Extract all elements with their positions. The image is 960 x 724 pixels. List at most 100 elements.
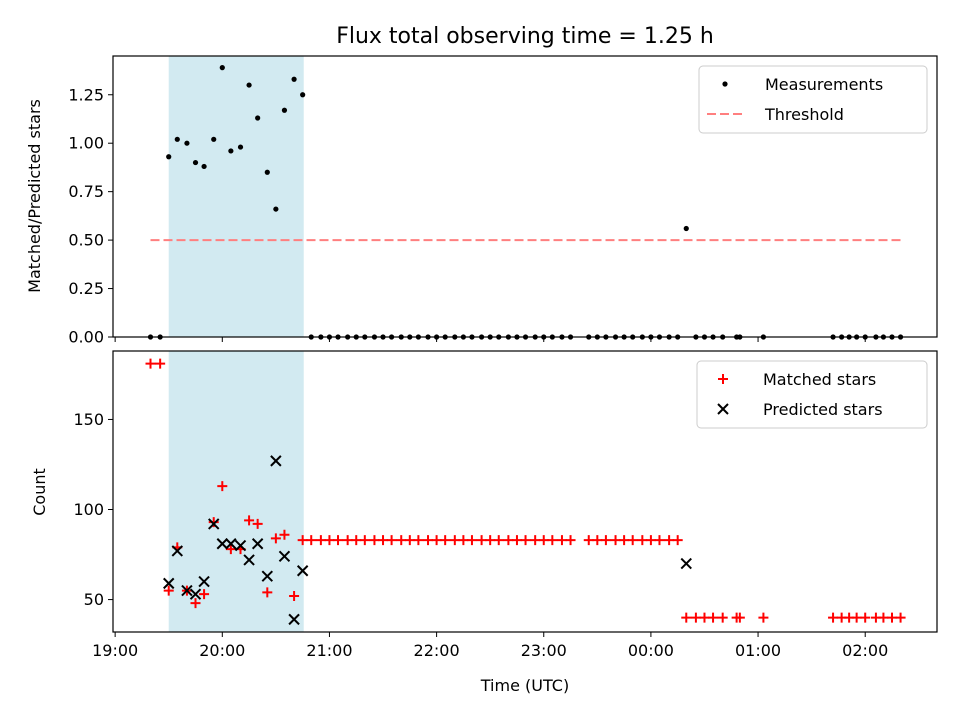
legend-marker-matched	[718, 374, 728, 384]
matched-star-point	[351, 535, 362, 546]
axes-frame	[112, 55, 938, 338]
measurement-point	[174, 136, 180, 142]
predicted-star-point	[163, 577, 175, 590]
matched-star-point	[208, 517, 219, 528]
predicted-star-point	[243, 554, 255, 566]
matched-star-point	[583, 535, 594, 546]
matched-star-point	[333, 535, 344, 546]
axes-frame	[112, 350, 938, 633]
measurement-point	[264, 169, 270, 175]
matched-star-point	[359, 535, 370, 546]
legend-marker-predicted	[717, 403, 729, 415]
predicted-star-point	[234, 539, 247, 552]
matched-star-point	[440, 535, 451, 546]
legend-marker-measurements	[722, 81, 728, 87]
matched-star-point	[396, 535, 407, 546]
matched-star-point	[645, 535, 656, 546]
observing-window-band	[168, 56, 304, 337]
x-tick-label: 19:00	[92, 641, 138, 660]
measurement-point	[683, 225, 689, 232]
x-tick-label: 01:00	[735, 641, 781, 660]
matched-star-point	[828, 612, 839, 623]
measurement-point	[255, 115, 261, 121]
x-tick-label: 23:00	[521, 641, 567, 660]
matched-star-point	[851, 612, 862, 623]
predicted-star-point	[198, 575, 210, 588]
matched-star-point	[493, 535, 504, 546]
matched-star-point	[681, 612, 692, 623]
matched-star-point	[386, 535, 397, 546]
predicted-star-point	[261, 570, 274, 582]
x-tick-label: 21:00	[306, 641, 352, 660]
matched-star-point	[878, 612, 889, 623]
y-tick-label: 50	[84, 590, 104, 609]
measurement-point	[246, 82, 252, 88]
matched-star-point	[413, 535, 424, 546]
matched-star-point	[378, 535, 389, 546]
matched-star-point	[600, 535, 611, 546]
matched-star-point	[252, 518, 263, 529]
matched-star-point	[297, 535, 308, 546]
matched-star-point	[637, 535, 648, 546]
panel-ratio: 0.00 0.25 0.50 0.75 1.00 1.25 Measurements Thr…	[68, 55, 938, 347]
predicted-star-point	[680, 557, 692, 570]
predicted-star-point	[216, 538, 229, 550]
x-tick-label: 22:00	[414, 641, 460, 660]
matched-star-point	[690, 612, 701, 623]
y-tick-label: 150	[73, 410, 104, 429]
predicted-star-point	[225, 538, 237, 550]
matched-star-point	[199, 589, 210, 600]
matched-star-point	[315, 535, 326, 546]
y-tick-label: 0.00	[68, 328, 104, 347]
predicted-star-point	[296, 565, 309, 577]
matched-star-point	[511, 535, 522, 546]
matched-star-point	[225, 544, 236, 555]
matched-star-point	[476, 535, 487, 546]
matched-star-point	[217, 481, 228, 492]
matched-star-point	[672, 535, 683, 546]
matched-star-point	[458, 535, 469, 546]
matched-star-point	[895, 612, 906, 623]
predicted-star-point	[189, 588, 202, 600]
measurement-point	[291, 76, 297, 82]
y-tick-label: 1.00	[68, 134, 104, 153]
matched-star-point	[503, 535, 514, 546]
predicted-star-point	[171, 545, 183, 557]
predicted-star-point	[270, 455, 282, 467]
y-tick-label: 100	[73, 500, 104, 519]
matched-star-point	[404, 535, 415, 546]
matched-star-point	[244, 515, 255, 526]
x-tick-label: 02:00	[842, 641, 888, 660]
chart-title: Flux total observing time = 1.25 h	[336, 24, 714, 49]
matched-star-point	[520, 535, 531, 546]
matched-star-point	[270, 533, 281, 544]
matched-star-point	[627, 535, 638, 546]
predicted-star-point	[181, 584, 193, 597]
matched-star-point	[485, 535, 496, 546]
predicted-star-point	[288, 613, 300, 626]
y-axis-label-bottom: Count	[30, 468, 49, 516]
y-tick-label: 0.25	[68, 279, 104, 298]
legend-label: Measurements	[765, 75, 883, 94]
matched-star-point	[654, 535, 665, 546]
matched-star-point	[708, 612, 719, 623]
matched-star-point	[466, 535, 477, 546]
predicted-star-point	[208, 518, 220, 530]
matched-star-point	[717, 612, 728, 623]
matched-star-point	[610, 535, 621, 546]
y-axis-label-top: Matched/Predicted stars	[25, 99, 44, 293]
matched-star-point	[279, 529, 290, 540]
matched-star-point	[306, 535, 317, 546]
matched-star-point	[431, 535, 442, 546]
matched-star-point	[369, 535, 380, 546]
matched-star-point	[423, 535, 434, 546]
matched-star-point	[155, 358, 166, 369]
matched-star-point	[860, 612, 871, 623]
matched-star-point	[190, 598, 201, 609]
measurement-point	[281, 107, 288, 113]
y-tick-label: 0.50	[68, 231, 104, 250]
matched-star-point	[449, 535, 460, 546]
matched-star-point	[547, 535, 558, 546]
matched-star-point	[734, 612, 745, 623]
matched-star-point	[145, 358, 156, 369]
